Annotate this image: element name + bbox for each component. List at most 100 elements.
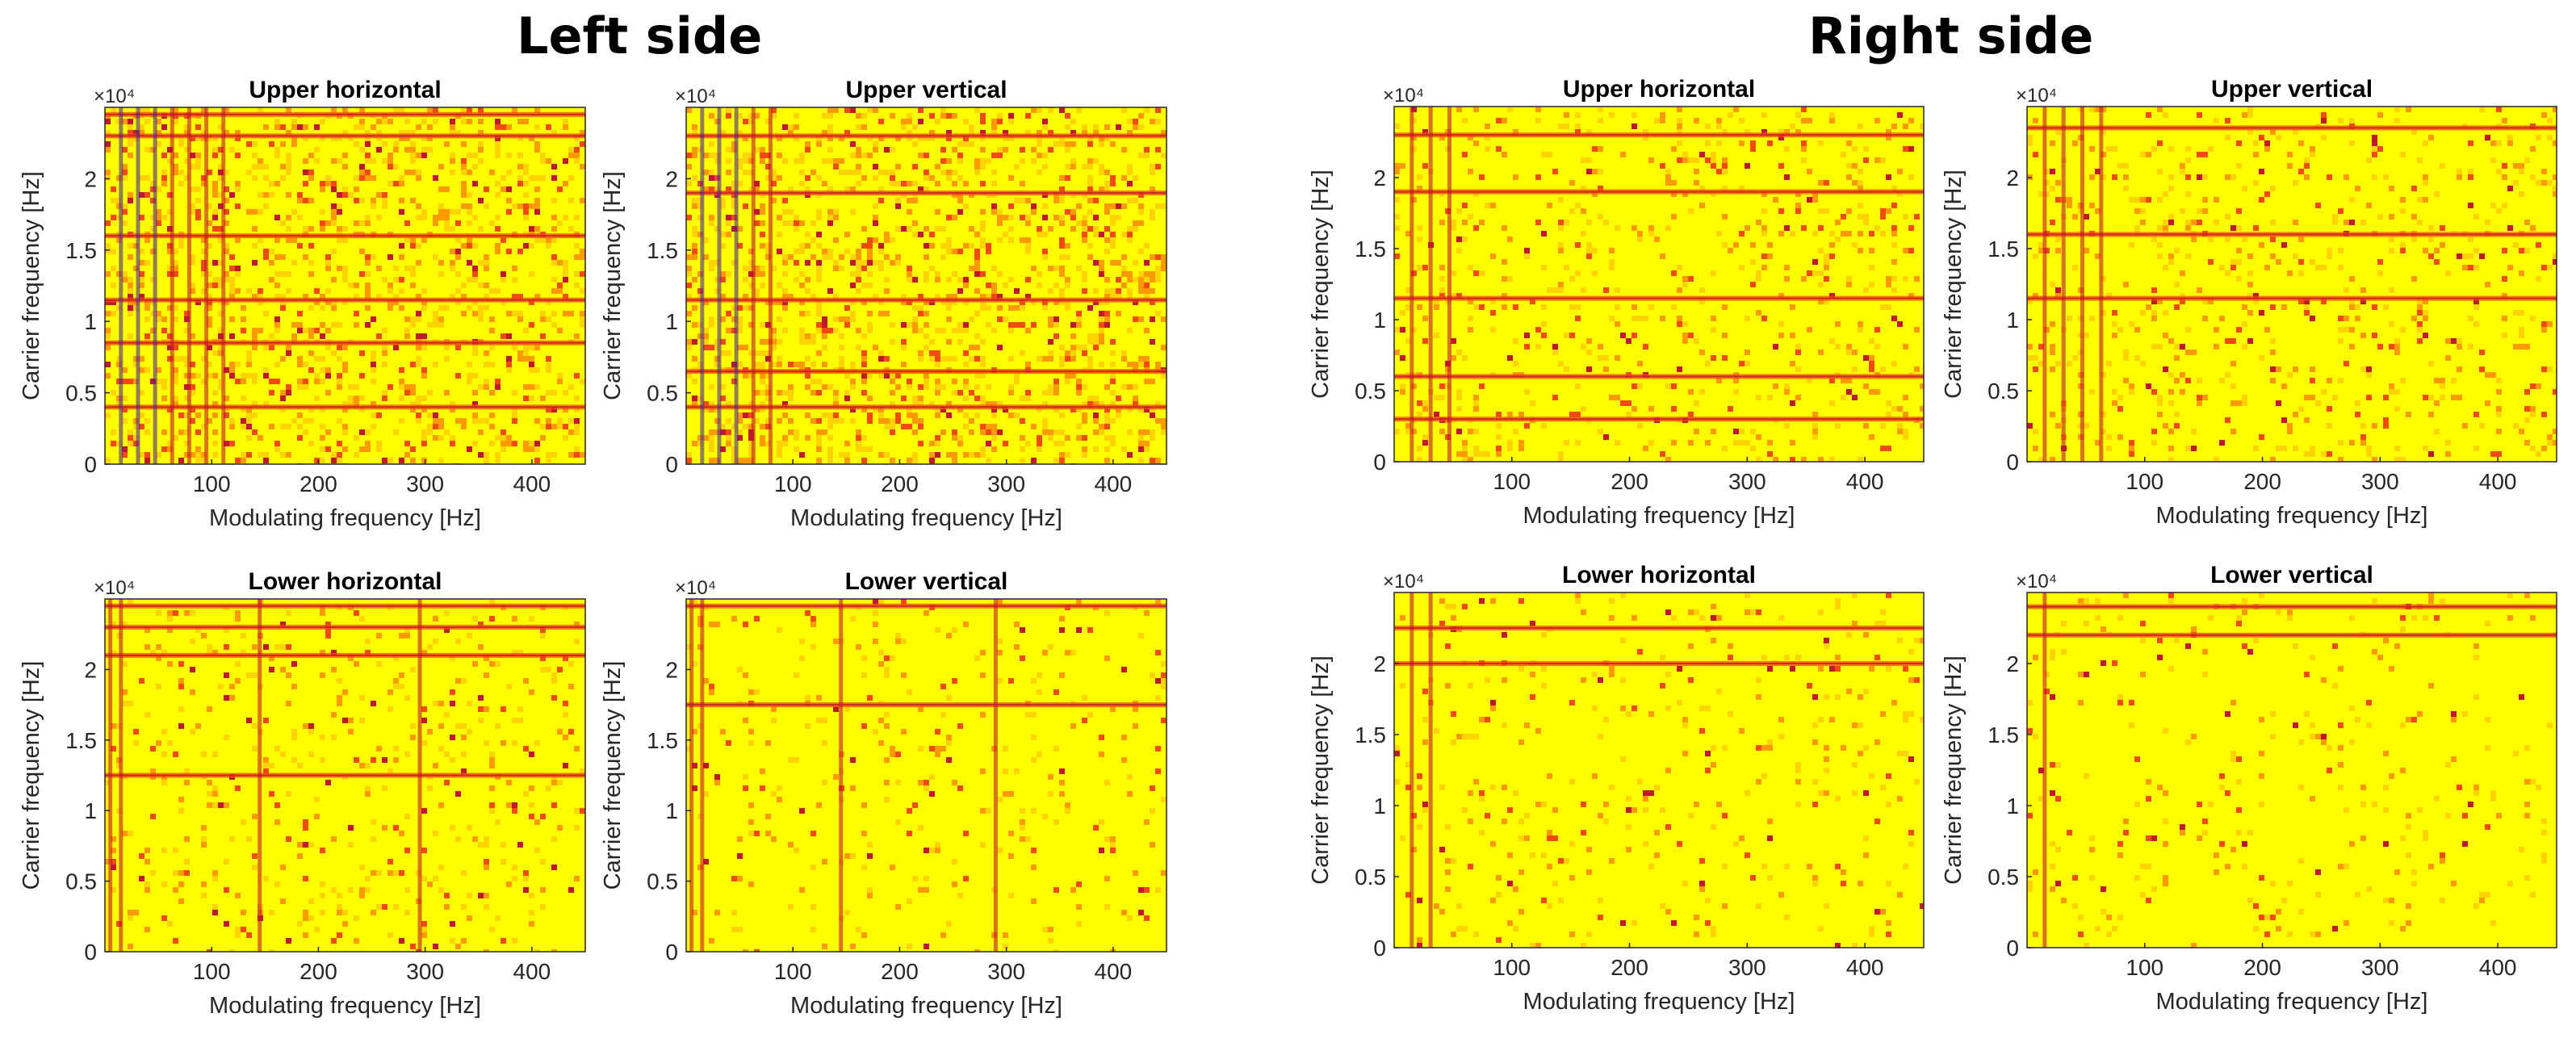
modulation-line [768, 107, 773, 464]
x-axis-label: Modulating frequency [Hz] [1523, 503, 1795, 529]
y-tick-label: 0.5 [647, 381, 678, 406]
modulation-line [993, 599, 998, 952]
y-axis-multiplier: ×10⁴ [675, 577, 716, 599]
modulation-line [204, 107, 209, 464]
x-axis-label: Modulating frequency [Hz] [2156, 989, 2428, 1015]
modulation-line [2042, 107, 2047, 462]
carrier-band-core [105, 406, 585, 408]
y-tick-label: 0.5 [1355, 379, 1386, 404]
x-tick-label: 400 [2479, 469, 2517, 494]
modulation-line [1428, 592, 1433, 948]
heatmap-cells [2027, 107, 2557, 462]
y-tick-label: 0.5 [1987, 379, 2019, 404]
modulation-line [717, 107, 722, 464]
y-tick-label: 1 [1373, 793, 1386, 819]
x-axis-label: Modulating frequency [Hz] [1523, 989, 1795, 1015]
x-tick-label: 100 [1493, 955, 1531, 980]
carrier-band-core [686, 406, 1167, 408]
carrier-band-core [1394, 627, 1924, 629]
panel-title: Lower vertical [2210, 562, 2373, 588]
y-tick-label: 0 [1373, 936, 1386, 961]
panel-title: Lower horizontal [249, 568, 442, 595]
carrier-band-core [105, 341, 585, 344]
carrier-band-core [686, 135, 1167, 137]
carrier-band-core [105, 626, 585, 628]
panel-title: Upper horizontal [1563, 76, 1755, 103]
carrier-band-core [2027, 605, 2557, 608]
modulation-line [108, 599, 113, 952]
y-tick-label: 1.5 [1355, 237, 1386, 262]
spectrogram-panel-3: 100 200 300 400 0 0.5 1 1.5 2 ×10⁴ Lower horizonta… [19, 568, 586, 1019]
x-tick-label: 300 [406, 471, 444, 496]
y-axis-multiplier: ×10⁴ [94, 86, 135, 107]
y-tick-label: 2 [1373, 165, 1386, 191]
carrier-band-core [686, 192, 1167, 195]
x-tick-label: 100 [1493, 469, 1531, 494]
x-tick-label: 400 [1095, 959, 1133, 984]
heatmap-cells [105, 599, 585, 952]
x-tick-label: 400 [1846, 469, 1884, 494]
x-tick-label: 200 [881, 959, 919, 984]
modulation-line [119, 107, 124, 464]
x-axis-label: Modulating frequency [Hz] [209, 993, 481, 1019]
y-tick-label: 1.5 [1987, 237, 2019, 262]
y-tick-label: 0.5 [1355, 865, 1386, 890]
carrier-band-core [1394, 418, 1924, 421]
y-axis-label: Carrier frequency [Hz] [1308, 655, 1334, 885]
carrier-band-core [2027, 634, 2557, 636]
modulation-line [734, 107, 739, 464]
spectrogram-panel-8: 100 200 300 400 0 0.5 1 1.5 2 ×10⁴ Lower vertical M… [1941, 562, 2557, 1015]
x-axis-label: Modulating frequency [Hz] [790, 505, 1062, 531]
y-tick-label: 1 [665, 309, 678, 334]
carrier-band-core [105, 605, 585, 607]
x-tick-label: 300 [2361, 469, 2399, 494]
modulation-line [689, 599, 694, 952]
y-axis-label: Carrier frequency [Hz] [1941, 170, 1967, 399]
y-axis-label: Carrier frequency [Hz] [1941, 655, 1967, 885]
carrier-band-core [686, 371, 1167, 373]
x-tick-label: 100 [193, 471, 231, 496]
modulation-line [2042, 592, 2047, 948]
carrier-band-core [686, 605, 1167, 607]
modulation-line [170, 107, 174, 464]
modulation-line [258, 599, 262, 952]
y-tick-label: 0 [665, 940, 678, 965]
panel-title: Lower horizontal [1562, 562, 1756, 588]
carrier-band-core [686, 299, 1167, 301]
x-tick-label: 400 [1846, 955, 1884, 980]
axes-frame [2026, 592, 2557, 948]
x-tick-label: 100 [2126, 955, 2163, 980]
axes-frame [685, 107, 1167, 465]
y-tick-label: 2 [84, 657, 97, 682]
x-axis-label: Modulating frequency [Hz] [209, 505, 481, 531]
y-axis-multiplier: ×10⁴ [2016, 85, 2057, 107]
y-axis-multiplier: ×10⁴ [1383, 85, 1424, 107]
y-axis-label: Carrier frequency [Hz] [1308, 170, 1334, 399]
y-tick-label: 2 [665, 166, 678, 191]
heatmap-background [1394, 592, 1924, 948]
y-tick-label: 0 [665, 452, 678, 477]
y-tick-label: 0.5 [647, 869, 678, 894]
modulation-line [1409, 107, 1414, 462]
y-axis-label: Carrier frequency [Hz] [19, 171, 44, 400]
y-tick-label: 2 [2006, 165, 2019, 191]
spectrogram-panel-5: 100 200 300 400 0 0.5 1 1.5 2 ×10⁴ Upper horizonta… [1308, 76, 1925, 529]
carrier-band-core [105, 299, 585, 301]
axes-frame [685, 598, 1167, 953]
x-tick-label: 300 [406, 959, 444, 984]
spectrogram-panel-4: 100 200 300 400 0 0.5 1 1.5 2 ×10⁴ Lower vertical M… [600, 568, 1167, 1019]
x-tick-label: 300 [987, 471, 1025, 496]
y-tick-label: 0 [1373, 450, 1386, 475]
panel-title: Lower vertical [845, 568, 1008, 595]
y-tick-label: 1 [665, 798, 678, 823]
heatmap-cells [1394, 107, 1924, 462]
x-tick-label: 200 [299, 471, 337, 496]
carrier-band-core [105, 235, 585, 237]
y-axis-label: Carrier frequency [Hz] [600, 661, 626, 890]
y-tick-label: 1 [2006, 793, 2019, 819]
modulation-line [153, 107, 157, 464]
heatmap-cells [686, 599, 1167, 952]
axes-frame [104, 598, 586, 953]
modulation-line [119, 599, 124, 952]
